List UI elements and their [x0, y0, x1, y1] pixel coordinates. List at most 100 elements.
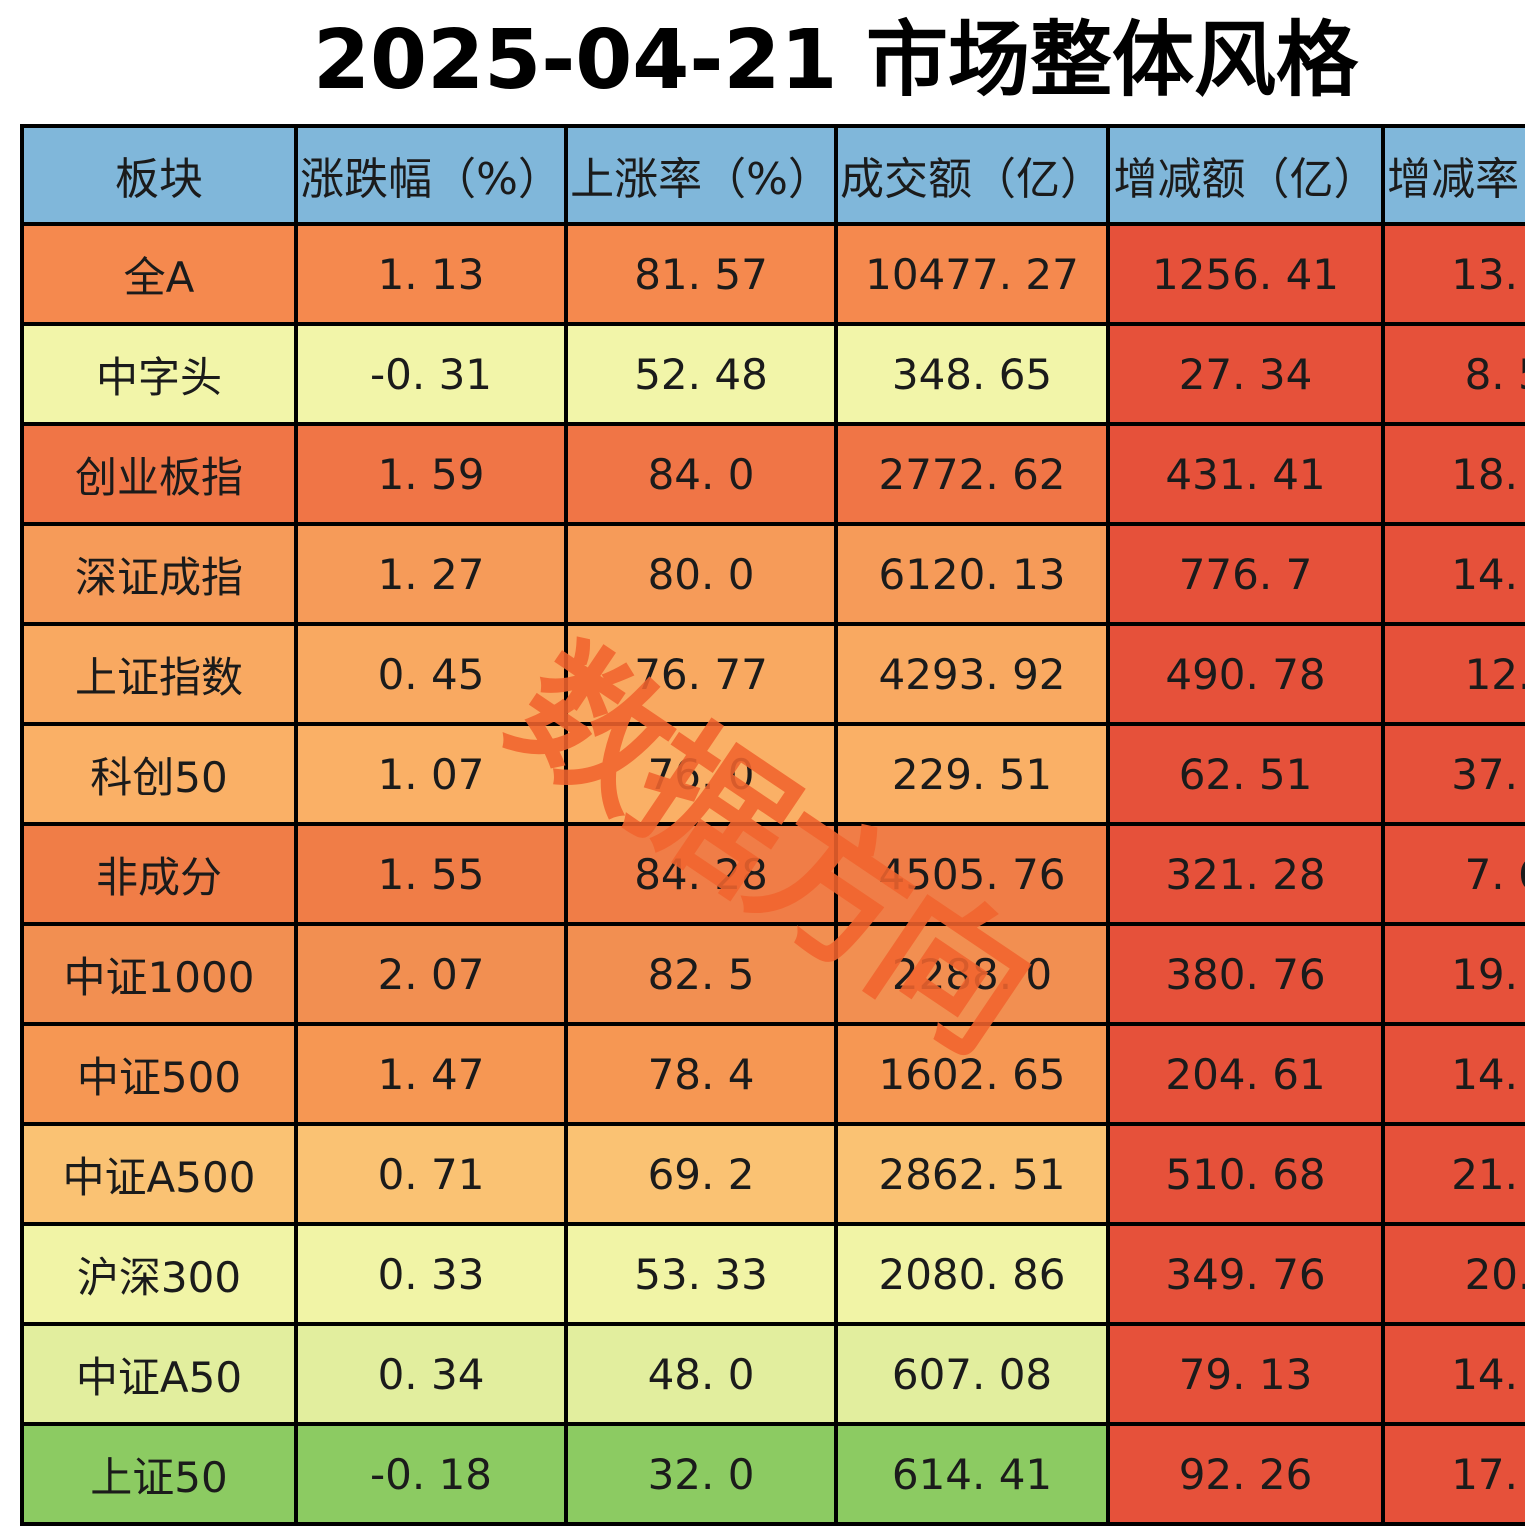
value-cell: 76. 77 — [564, 622, 838, 726]
sector-cell: 全A — [20, 222, 298, 326]
value-cell: 69. 2 — [564, 1122, 838, 1226]
sector-cell: 上证指数 — [20, 622, 298, 726]
sector-cell: 创业板指 — [20, 422, 298, 526]
sector-cell: 中证A50 — [20, 1322, 298, 1426]
value-cell: 510. 68 — [1106, 1122, 1385, 1226]
value-cell: 1. 59 — [294, 422, 568, 526]
value-cell: 6120. 13 — [834, 522, 1110, 626]
value-cell: 82. 5 — [564, 922, 838, 1026]
value-cell: 80. 0 — [564, 522, 838, 626]
value-cell: 348. 65 — [834, 322, 1110, 426]
value-cell: 0. 45 — [294, 622, 568, 726]
value-cell: 776. 7 — [1106, 522, 1385, 626]
value-cell: 32. 0 — [564, 1422, 838, 1526]
value-cell: 13. 63 — [1381, 222, 1525, 326]
value-cell: 8. 51 — [1381, 322, 1525, 426]
value-cell: 53. 33 — [564, 1222, 838, 1326]
value-cell: 614. 41 — [834, 1422, 1110, 1526]
value-cell: 17. 67 — [1381, 1422, 1525, 1526]
table-header: 板块 涨跌幅（%） 上涨率（%） 成交额（亿） 增减额（亿） 增减率（%） — [20, 124, 1525, 226]
value-cell: 12. 9 — [1381, 622, 1525, 726]
value-cell: 349. 76 — [1106, 1222, 1385, 1326]
header-cell-sector: 板块 — [20, 124, 298, 226]
value-cell: 2288. 0 — [834, 922, 1110, 1026]
value-cell: 14. 64 — [1381, 1022, 1525, 1126]
value-cell: 7. 68 — [1381, 822, 1525, 926]
sector-cell: 沪深300 — [20, 1222, 298, 1326]
value-cell: 52. 48 — [564, 322, 838, 426]
sector-cell: 科创50 — [20, 722, 298, 826]
value-cell: -0. 18 — [294, 1422, 568, 1526]
value-cell: 1. 13 — [294, 222, 568, 326]
value-cell: 18. 43 — [1381, 422, 1525, 526]
value-cell: 14. 54 — [1381, 522, 1525, 626]
value-cell: 84. 0 — [564, 422, 838, 526]
value-cell: 92. 26 — [1106, 1422, 1385, 1526]
sector-cell: 非成分 — [20, 822, 298, 926]
value-cell: 20. 2 — [1381, 1222, 1525, 1326]
value-cell: 79. 13 — [1106, 1322, 1385, 1426]
value-cell: 2772. 62 — [834, 422, 1110, 526]
header-cell-delta-rate: 增减率（%） — [1381, 124, 1525, 226]
value-cell: 37. 43 — [1381, 722, 1525, 826]
value-cell: 76. 0 — [564, 722, 838, 826]
value-cell: 1. 55 — [294, 822, 568, 926]
value-cell: 81. 57 — [564, 222, 838, 326]
value-cell: 431. 41 — [1106, 422, 1385, 526]
header-cell-turnover: 成交额（亿） — [834, 124, 1110, 226]
value-cell: 27. 34 — [1106, 322, 1385, 426]
sector-cell: 中证1000 — [20, 922, 298, 1026]
value-cell: 48. 0 — [564, 1322, 838, 1426]
value-cell: 0. 34 — [294, 1322, 568, 1426]
value-cell: 607. 08 — [834, 1322, 1110, 1426]
value-cell: 1602. 65 — [834, 1022, 1110, 1126]
sector-cell: 中证A500 — [20, 1122, 298, 1226]
header-cell-change-pct: 涨跌幅（%） — [294, 124, 568, 226]
value-cell: 0. 71 — [294, 1122, 568, 1226]
value-cell: 2. 07 — [294, 922, 568, 1026]
value-cell: 21. 71 — [1381, 1122, 1525, 1226]
header-row: 板块 涨跌幅（%） 上涨率（%） 成交额（亿） 增减额（亿） 增减率（%） — [20, 124, 1525, 226]
value-cell: 19. 96 — [1381, 922, 1525, 1026]
value-cell: 4293. 92 — [834, 622, 1110, 726]
value-cell: 490. 78 — [1106, 622, 1385, 726]
value-cell: 62. 51 — [1106, 722, 1385, 826]
value-cell: 78. 4 — [564, 1022, 838, 1126]
value-cell: 84. 28 — [564, 822, 838, 926]
value-cell: 1. 27 — [294, 522, 568, 626]
value-cell: 2862. 51 — [834, 1122, 1110, 1226]
sector-cell: 中字头 — [20, 322, 298, 426]
value-cell: 204. 61 — [1106, 1022, 1385, 1126]
value-cell: 4505. 76 — [834, 822, 1110, 926]
value-cell: 0. 33 — [294, 1222, 568, 1326]
market-style-table: 板块 涨跌幅（%） 上涨率（%） 成交额（亿） 增减额（亿） 增减率（%） 全A… — [20, 124, 1525, 1526]
value-cell: -0. 31 — [294, 322, 568, 426]
value-cell: 1. 47 — [294, 1022, 568, 1126]
header-cell-rise-rate: 上涨率（%） — [564, 124, 838, 226]
value-cell: 1. 07 — [294, 722, 568, 826]
sector-cell: 上证50 — [20, 1422, 298, 1526]
value-cell: 2080. 86 — [834, 1222, 1110, 1326]
sector-cell: 中证500 — [20, 1022, 298, 1126]
value-cell: 14. 99 — [1381, 1322, 1525, 1426]
value-cell: 10477. 27 — [834, 222, 1110, 326]
sector-cell: 深证成指 — [20, 522, 298, 626]
value-cell: 321. 28 — [1106, 822, 1385, 926]
page-title: 2025-04-21 市场整体风格 — [312, 13, 1359, 108]
value-cell: 1256. 41 — [1106, 222, 1385, 326]
header-cell-delta-amount: 增减额（亿） — [1106, 124, 1385, 226]
value-cell: 229. 51 — [834, 722, 1110, 826]
